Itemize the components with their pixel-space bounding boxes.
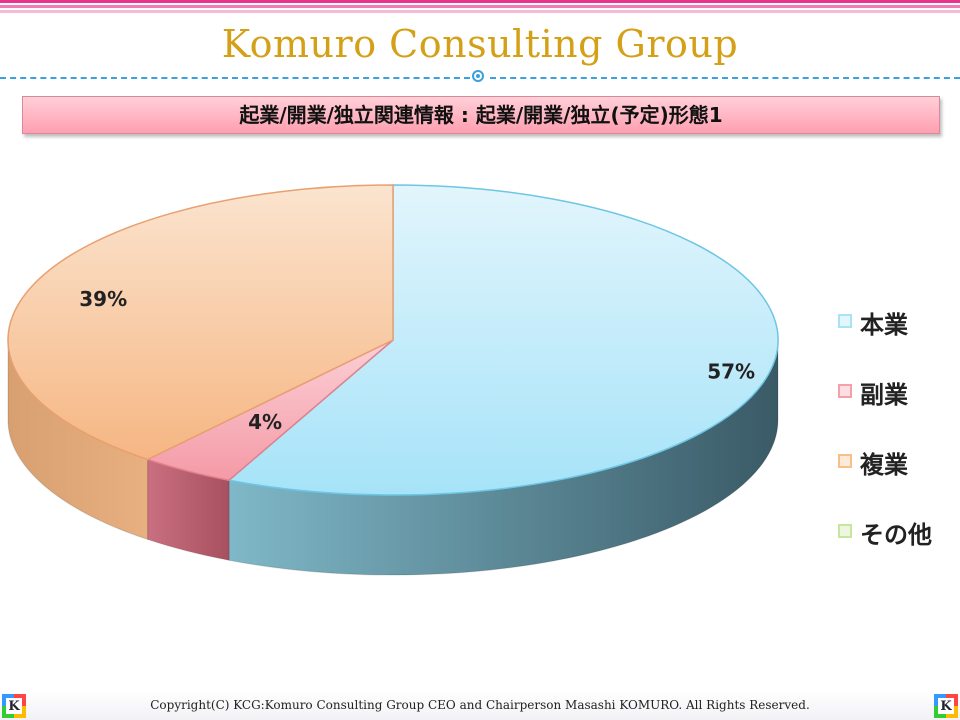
stripe-1: [0, 0, 960, 3]
top-stripes: [0, 0, 960, 14]
legend-item-main: 本業: [838, 305, 932, 375]
legend-swatch-other: [838, 524, 852, 538]
k-logo-right-icon: K: [934, 694, 958, 718]
k-logo-right-letter: K: [938, 698, 954, 714]
legend-label-main: 本業: [860, 311, 908, 339]
title-divider-right: [490, 77, 960, 79]
legend-label-other: その他: [860, 521, 932, 549]
legend-item-side: 副業: [838, 375, 932, 445]
legend-item-other: その他: [838, 515, 932, 585]
chart-legend: 本業 副業 複業 その他: [838, 305, 932, 585]
stripe-2: [0, 5, 960, 8]
k-logo-left-letter: K: [6, 698, 22, 714]
slice-label-main: 57%: [707, 359, 755, 383]
slice-label-multi: 39%: [79, 287, 127, 311]
subtitle-bar: 起業/開業/独立関連情報 : 起業/開業/独立(予定)形態1: [22, 96, 940, 134]
page-title: Komuro Consulting Group: [221, 22, 739, 66]
legend-swatch-multi: [838, 454, 852, 468]
legend-label-multi: 複業: [860, 451, 908, 479]
legend-label-side: 副業: [860, 381, 908, 409]
legend-swatch-side: [838, 384, 852, 398]
title-divider-left: [0, 77, 470, 79]
slice-main: [227, 184, 779, 496]
copyright-text: Copyright(C) KCG:Komuro Consulting Group…: [150, 698, 810, 712]
footer: Copyright(C) KCG:Komuro Consulting Group…: [0, 690, 960, 720]
circle-ornament-icon: [472, 70, 484, 82]
slice-multi: [7, 184, 394, 461]
stripe-3: [0, 10, 960, 13]
legend-item-multi: 複業: [838, 445, 932, 515]
legend-swatch-main: [838, 314, 852, 328]
slice-label-side: 4%: [248, 410, 282, 434]
k-logo-left-icon: K: [2, 694, 26, 718]
pie-chart: 57% 4% 39%: [7, 184, 779, 576]
